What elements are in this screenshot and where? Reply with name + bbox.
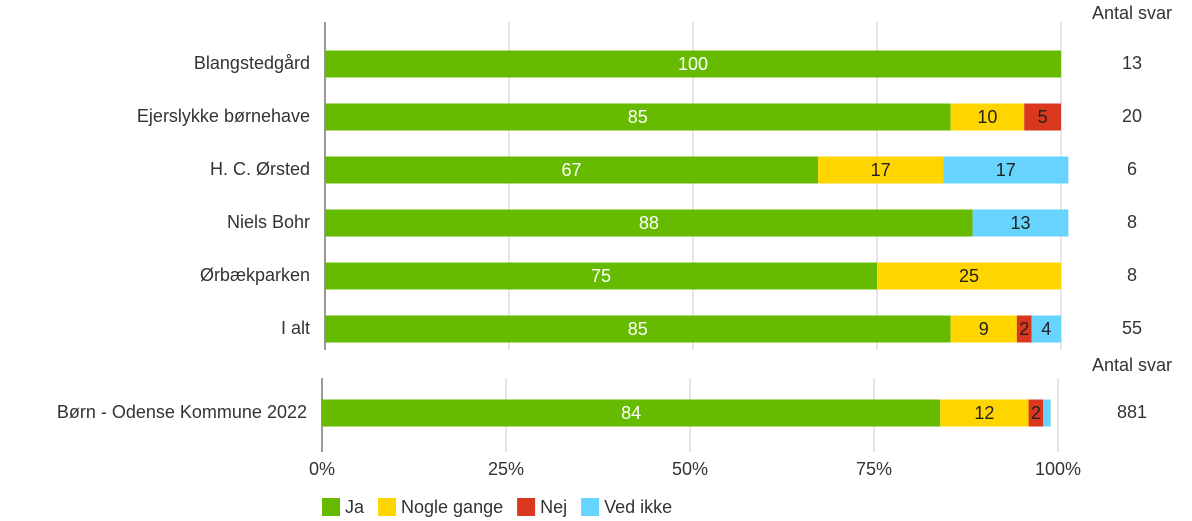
value-label: 100 (678, 54, 708, 74)
category-label: Niels Bohr (227, 212, 310, 232)
value-label: 85 (628, 107, 648, 127)
value-label: 2 (1031, 403, 1041, 423)
bar-segment (1043, 399, 1051, 427)
bar-segment (1024, 103, 1061, 131)
count-label: 13 (1122, 53, 1142, 73)
value-label: 25 (959, 266, 979, 286)
count-label: 20 (1122, 106, 1142, 126)
count-label: 6 (1127, 159, 1137, 179)
count-header: Antal svar (1092, 355, 1172, 375)
bar-segment (325, 50, 1061, 78)
bar-segment (950, 315, 1017, 343)
bar-segment (818, 156, 944, 184)
category-label: H. C. Ørsted (210, 159, 310, 179)
bar-segment (950, 103, 1025, 131)
value-label: 9 (979, 319, 989, 339)
legend-swatch (517, 498, 536, 516)
count-label: 881 (1117, 402, 1147, 422)
value-label: 67 (562, 160, 582, 180)
bar-segment (325, 209, 973, 237)
value-label: 4 (1041, 319, 1051, 339)
x-tick-label: 0% (309, 459, 335, 479)
value-label: 88 (639, 213, 659, 233)
x-tick-label: 100% (1035, 459, 1081, 479)
value-label: 10 (977, 107, 997, 127)
value-label: 75 (591, 266, 611, 286)
bar-segment (940, 399, 1029, 427)
value-label: 17 (871, 160, 891, 180)
bar-segment (325, 315, 951, 343)
legend-label: Nogle gange (401, 497, 503, 517)
count-header: Antal svar (1092, 3, 1172, 23)
value-label: 13 (1011, 213, 1031, 233)
count-label: 55 (1122, 318, 1142, 338)
value-label: 84 (621, 403, 641, 423)
bar-segment (943, 156, 1069, 184)
bar-segment (325, 262, 877, 290)
legend-label: Ja (345, 497, 365, 517)
value-label: 2 (1019, 319, 1029, 339)
legend-swatch (378, 498, 397, 516)
legend-label: Ved ikke (604, 497, 672, 517)
category-label: I alt (281, 318, 310, 338)
bar-segment (1016, 315, 1032, 343)
bar-segment (1028, 399, 1044, 427)
bar-segment (877, 262, 1061, 290)
category-label: Ejerslykke børnehave (137, 106, 310, 126)
count-label: 8 (1127, 265, 1137, 285)
x-tick-label: 50% (672, 459, 708, 479)
legend-swatch (581, 498, 600, 516)
legend-label: Nej (540, 497, 567, 517)
value-label: 17 (996, 160, 1016, 180)
category-label: Ørbækparken (200, 265, 310, 285)
category-label: Blangstedgård (194, 53, 310, 73)
x-tick-label: 25% (488, 459, 524, 479)
count-label: 8 (1127, 212, 1137, 232)
bar-segment (322, 399, 941, 427)
value-label: 5 (1038, 107, 1048, 127)
value-label: 12 (974, 403, 994, 423)
legend-swatch (322, 498, 340, 516)
value-label: 85 (628, 319, 648, 339)
x-tick-label: 75% (856, 459, 892, 479)
bar-segment (325, 156, 819, 184)
bar-segment (1031, 315, 1061, 343)
bar-segment (972, 209, 1069, 237)
category-label: Børn - Odense Kommune 2022 (57, 402, 307, 422)
bar-segment (325, 103, 951, 131)
